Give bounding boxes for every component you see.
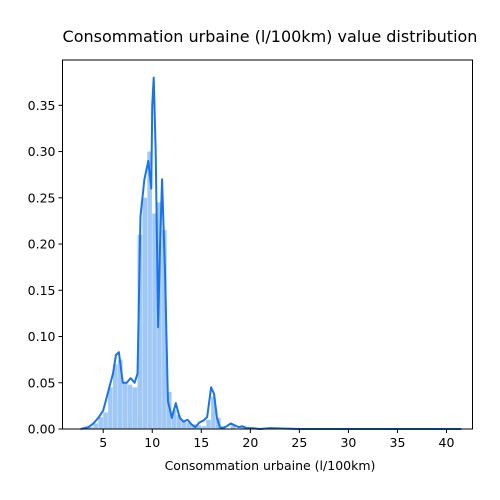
kde-line — [80, 76, 462, 430]
histogram-bar — [171, 410, 177, 429]
histogram-bar — [181, 421, 187, 429]
histogram-bar — [157, 202, 162, 429]
y-tick-label: 0.10 — [28, 329, 56, 344]
histogram-bar — [98, 416, 103, 429]
histogram-bar — [240, 427, 246, 429]
x-tick-label: 15 — [193, 435, 209, 450]
histogram-bar — [152, 213, 157, 429]
histogram-bar — [93, 423, 99, 429]
histogram-bar — [211, 396, 216, 429]
histogram-bar — [142, 197, 148, 429]
histogram-bar — [137, 234, 143, 429]
histogram-bars — [88, 151, 285, 429]
histogram-bar — [230, 425, 236, 429]
histogram-bar — [88, 427, 94, 429]
x-tick-label: 25 — [291, 435, 307, 450]
y-tick-label: 0.05 — [28, 375, 56, 390]
x-axis: 5 10 15 20 25 30 35 40 — [99, 429, 455, 450]
chart-title: Consommation urbaine (l/100km) value dis… — [63, 27, 478, 46]
histogram-bar — [162, 230, 167, 429]
histogram-bar — [147, 151, 152, 429]
histogram-bar — [201, 426, 206, 429]
histogram-bar — [132, 387, 138, 429]
histogram-bar — [113, 364, 118, 429]
x-tick-label: 35 — [390, 435, 406, 450]
histogram-bar — [117, 359, 123, 429]
x-tick-label: 40 — [439, 435, 455, 450]
y-axis: 0.00 0.05 0.10 0.15 0.20 0.25 0.30 0.35 — [28, 98, 63, 437]
histogram-bar — [108, 387, 113, 429]
y-tick-label: 0.00 — [28, 422, 56, 437]
histogram-bar — [122, 382, 128, 429]
histogram-bar — [176, 415, 182, 429]
y-tick-label: 0.15 — [28, 283, 56, 298]
y-tick-label: 0.20 — [28, 237, 56, 252]
x-tick-label: 30 — [340, 435, 356, 450]
x-axis-label: Consommation urbaine (l/100km) — [165, 458, 376, 473]
plot-frame — [62, 59, 473, 430]
x-tick-label: 10 — [144, 435, 160, 450]
y-tick-label: 0.35 — [28, 98, 56, 113]
y-tick-label: 0.25 — [28, 190, 56, 205]
histogram-bar — [127, 384, 133, 429]
histogram-bar — [103, 412, 108, 429]
x-tick-label: 5 — [99, 435, 107, 450]
histogram-bar — [206, 419, 211, 429]
histogram-bar — [196, 425, 201, 429]
x-tick-label: 20 — [242, 435, 258, 450]
histogram-bar — [186, 422, 192, 429]
y-tick-label: 0.30 — [28, 144, 56, 159]
